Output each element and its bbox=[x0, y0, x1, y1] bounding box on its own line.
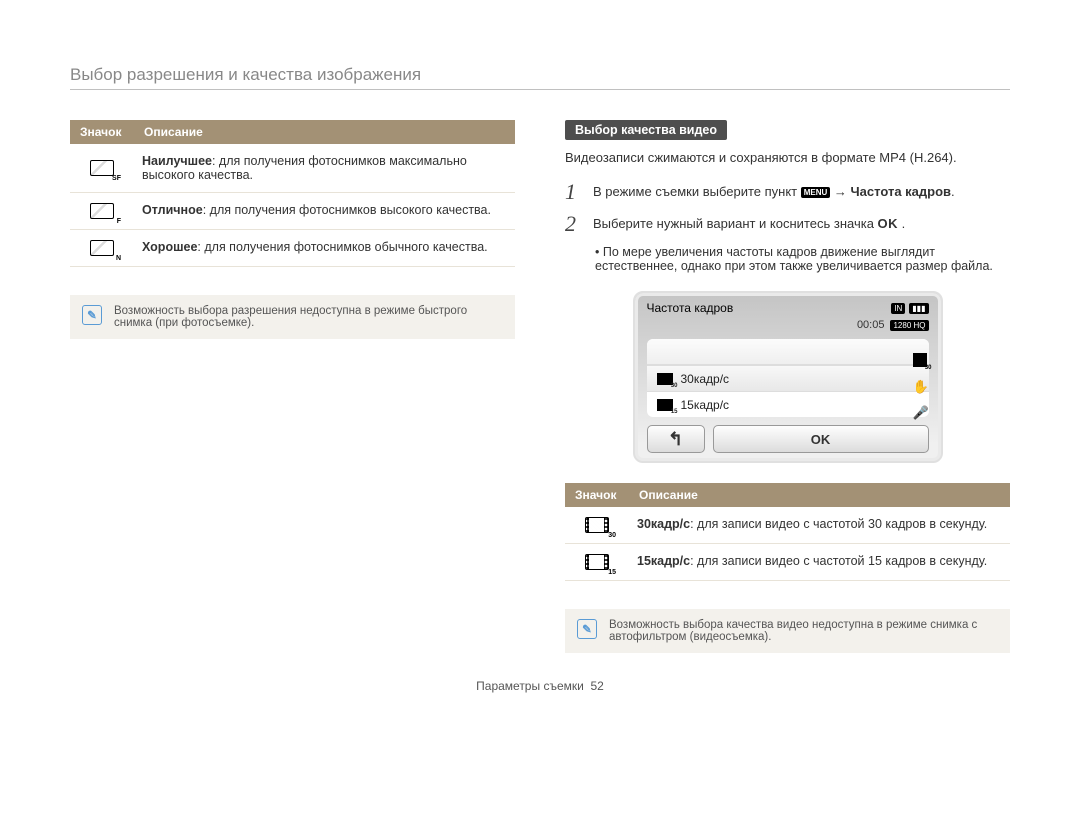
step-text: → bbox=[834, 184, 851, 199]
note-text: Возможность выбора качества видео недост… bbox=[609, 619, 998, 643]
section-heading: Выбор качества видео bbox=[565, 120, 727, 140]
page-footer: Параметры съемки 52 bbox=[70, 679, 1010, 693]
info-note: ✎ Возможность выбора качества видео недо… bbox=[565, 609, 1010, 653]
left-column: Значок Описание Наилучшее: для получения… bbox=[70, 120, 515, 653]
hand-icon: ✋ bbox=[913, 379, 927, 393]
film-15-icon bbox=[585, 554, 609, 570]
step-1: 1 В режиме съемки выберите пункт MENU → … bbox=[565, 181, 1010, 203]
list-item[interactable] bbox=[647, 339, 929, 365]
menu-icon: MENU bbox=[801, 187, 831, 198]
step-2: 2 Выберите нужный вариант и коснитесь зн… bbox=[565, 213, 1010, 235]
desc-text: : для получения фотоснимков обычного кач… bbox=[197, 240, 487, 254]
step-text: В режиме съемки выберите пункт bbox=[593, 184, 801, 199]
desc-text: : для записи видео с частотой 15 кадров … bbox=[690, 554, 987, 568]
quality-normal-icon bbox=[90, 240, 114, 256]
quality-table: Значок Описание Наилучшее: для получения… bbox=[70, 120, 515, 267]
desc-text: : для получения фотоснимков высокого кач… bbox=[203, 203, 491, 217]
camera-time: 00:05 bbox=[857, 319, 885, 331]
quality-superfine-icon bbox=[90, 160, 114, 176]
film-15-icon bbox=[657, 399, 673, 411]
info-icon: ✎ bbox=[82, 305, 102, 325]
th-icon: Значок bbox=[565, 483, 629, 507]
th-icon: Значок bbox=[70, 120, 134, 144]
desc-text: : для записи видео с частотой 30 кадров … bbox=[690, 517, 987, 531]
resolution-badge: 1280 HQ bbox=[890, 320, 928, 331]
table-row: Отличное: для получения фотоснимков высо… bbox=[70, 193, 515, 230]
back-button[interactable]: ↰ bbox=[647, 425, 705, 453]
table-row: Наилучшее: для получения фотоснимков мак… bbox=[70, 144, 515, 193]
term: 15кадр/с bbox=[637, 554, 690, 568]
right-column: Выбор качества видео Видеозаписи сжимают… bbox=[565, 120, 1010, 653]
ok-inline-icon: OK bbox=[878, 216, 899, 231]
info-note: ✎ Возможность выбора разрешения недоступ… bbox=[70, 295, 515, 339]
quality-fine-icon bbox=[90, 203, 114, 219]
list-item[interactable]: 15кадр/с bbox=[647, 391, 929, 417]
page-title: Выбор разрешения и качества изображения bbox=[70, 65, 1010, 85]
intro-text: Видеозаписи сжимаются и сохраняются в фо… bbox=[565, 150, 1010, 165]
table-row: Хорошее: для получения фотоснимков обычн… bbox=[70, 230, 515, 267]
th-desc: Описание bbox=[629, 483, 1010, 507]
camera-options-list: 30кадр/с 15кадр/с bbox=[647, 339, 929, 417]
term: 30кадр/с bbox=[637, 517, 690, 531]
storage-icon: IN bbox=[891, 303, 905, 314]
mic-icon: 🎤 bbox=[913, 405, 927, 419]
film-30-icon bbox=[585, 517, 609, 533]
list-item[interactable]: 30кадр/с bbox=[647, 365, 929, 391]
film-side-icon bbox=[913, 353, 927, 367]
step-text: . bbox=[902, 216, 906, 231]
table-row: 15кадр/с: для записи видео с частотой 15… bbox=[565, 544, 1010, 581]
option-label: 30кадр/с bbox=[681, 372, 730, 386]
step-text: . bbox=[951, 184, 955, 199]
camera-title: Частота кадров bbox=[647, 301, 734, 315]
step-bold: Частота кадров bbox=[851, 184, 951, 199]
footer-page: 52 bbox=[591, 679, 604, 693]
battery-icon: ▮▮▮ bbox=[909, 303, 928, 314]
footer-section: Параметры съемки bbox=[476, 679, 584, 693]
step-text: Выберите нужный вариант и коснитесь знач… bbox=[593, 216, 878, 231]
fps-table: Значок Описание 30кадр/с: для записи вид… bbox=[565, 483, 1010, 581]
th-desc: Описание bbox=[134, 120, 515, 144]
ok-button[interactable]: OK bbox=[713, 425, 929, 453]
step-number: 1 bbox=[565, 181, 583, 203]
term: Отличное bbox=[142, 203, 203, 217]
title-divider bbox=[70, 89, 1010, 90]
step-number: 2 bbox=[565, 213, 583, 235]
option-label: 15кадр/с bbox=[681, 398, 730, 412]
camera-screenshot: Частота кадров IN ▮▮▮ 00:05 1280 HQ 30ка… bbox=[633, 291, 943, 463]
note-text: Возможность выбора разрешения недоступна… bbox=[114, 305, 503, 329]
bullet-note: По мере увеличения частоты кадров движен… bbox=[595, 245, 1010, 273]
term: Наилучшее bbox=[142, 154, 212, 168]
camera-side-icons: ✋ 🎤 bbox=[913, 353, 927, 419]
film-30-icon bbox=[657, 373, 673, 385]
table-row: 30кадр/с: для записи видео с частотой 30… bbox=[565, 507, 1010, 544]
info-icon: ✎ bbox=[577, 619, 597, 639]
term: Хорошее bbox=[142, 240, 197, 254]
